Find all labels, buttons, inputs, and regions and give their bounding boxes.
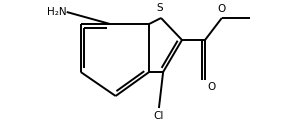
- Text: Cl: Cl: [154, 111, 164, 121]
- Text: H₂N: H₂N: [47, 7, 67, 17]
- Text: S: S: [156, 3, 163, 13]
- Text: O: O: [218, 4, 226, 14]
- Text: O: O: [208, 82, 216, 92]
